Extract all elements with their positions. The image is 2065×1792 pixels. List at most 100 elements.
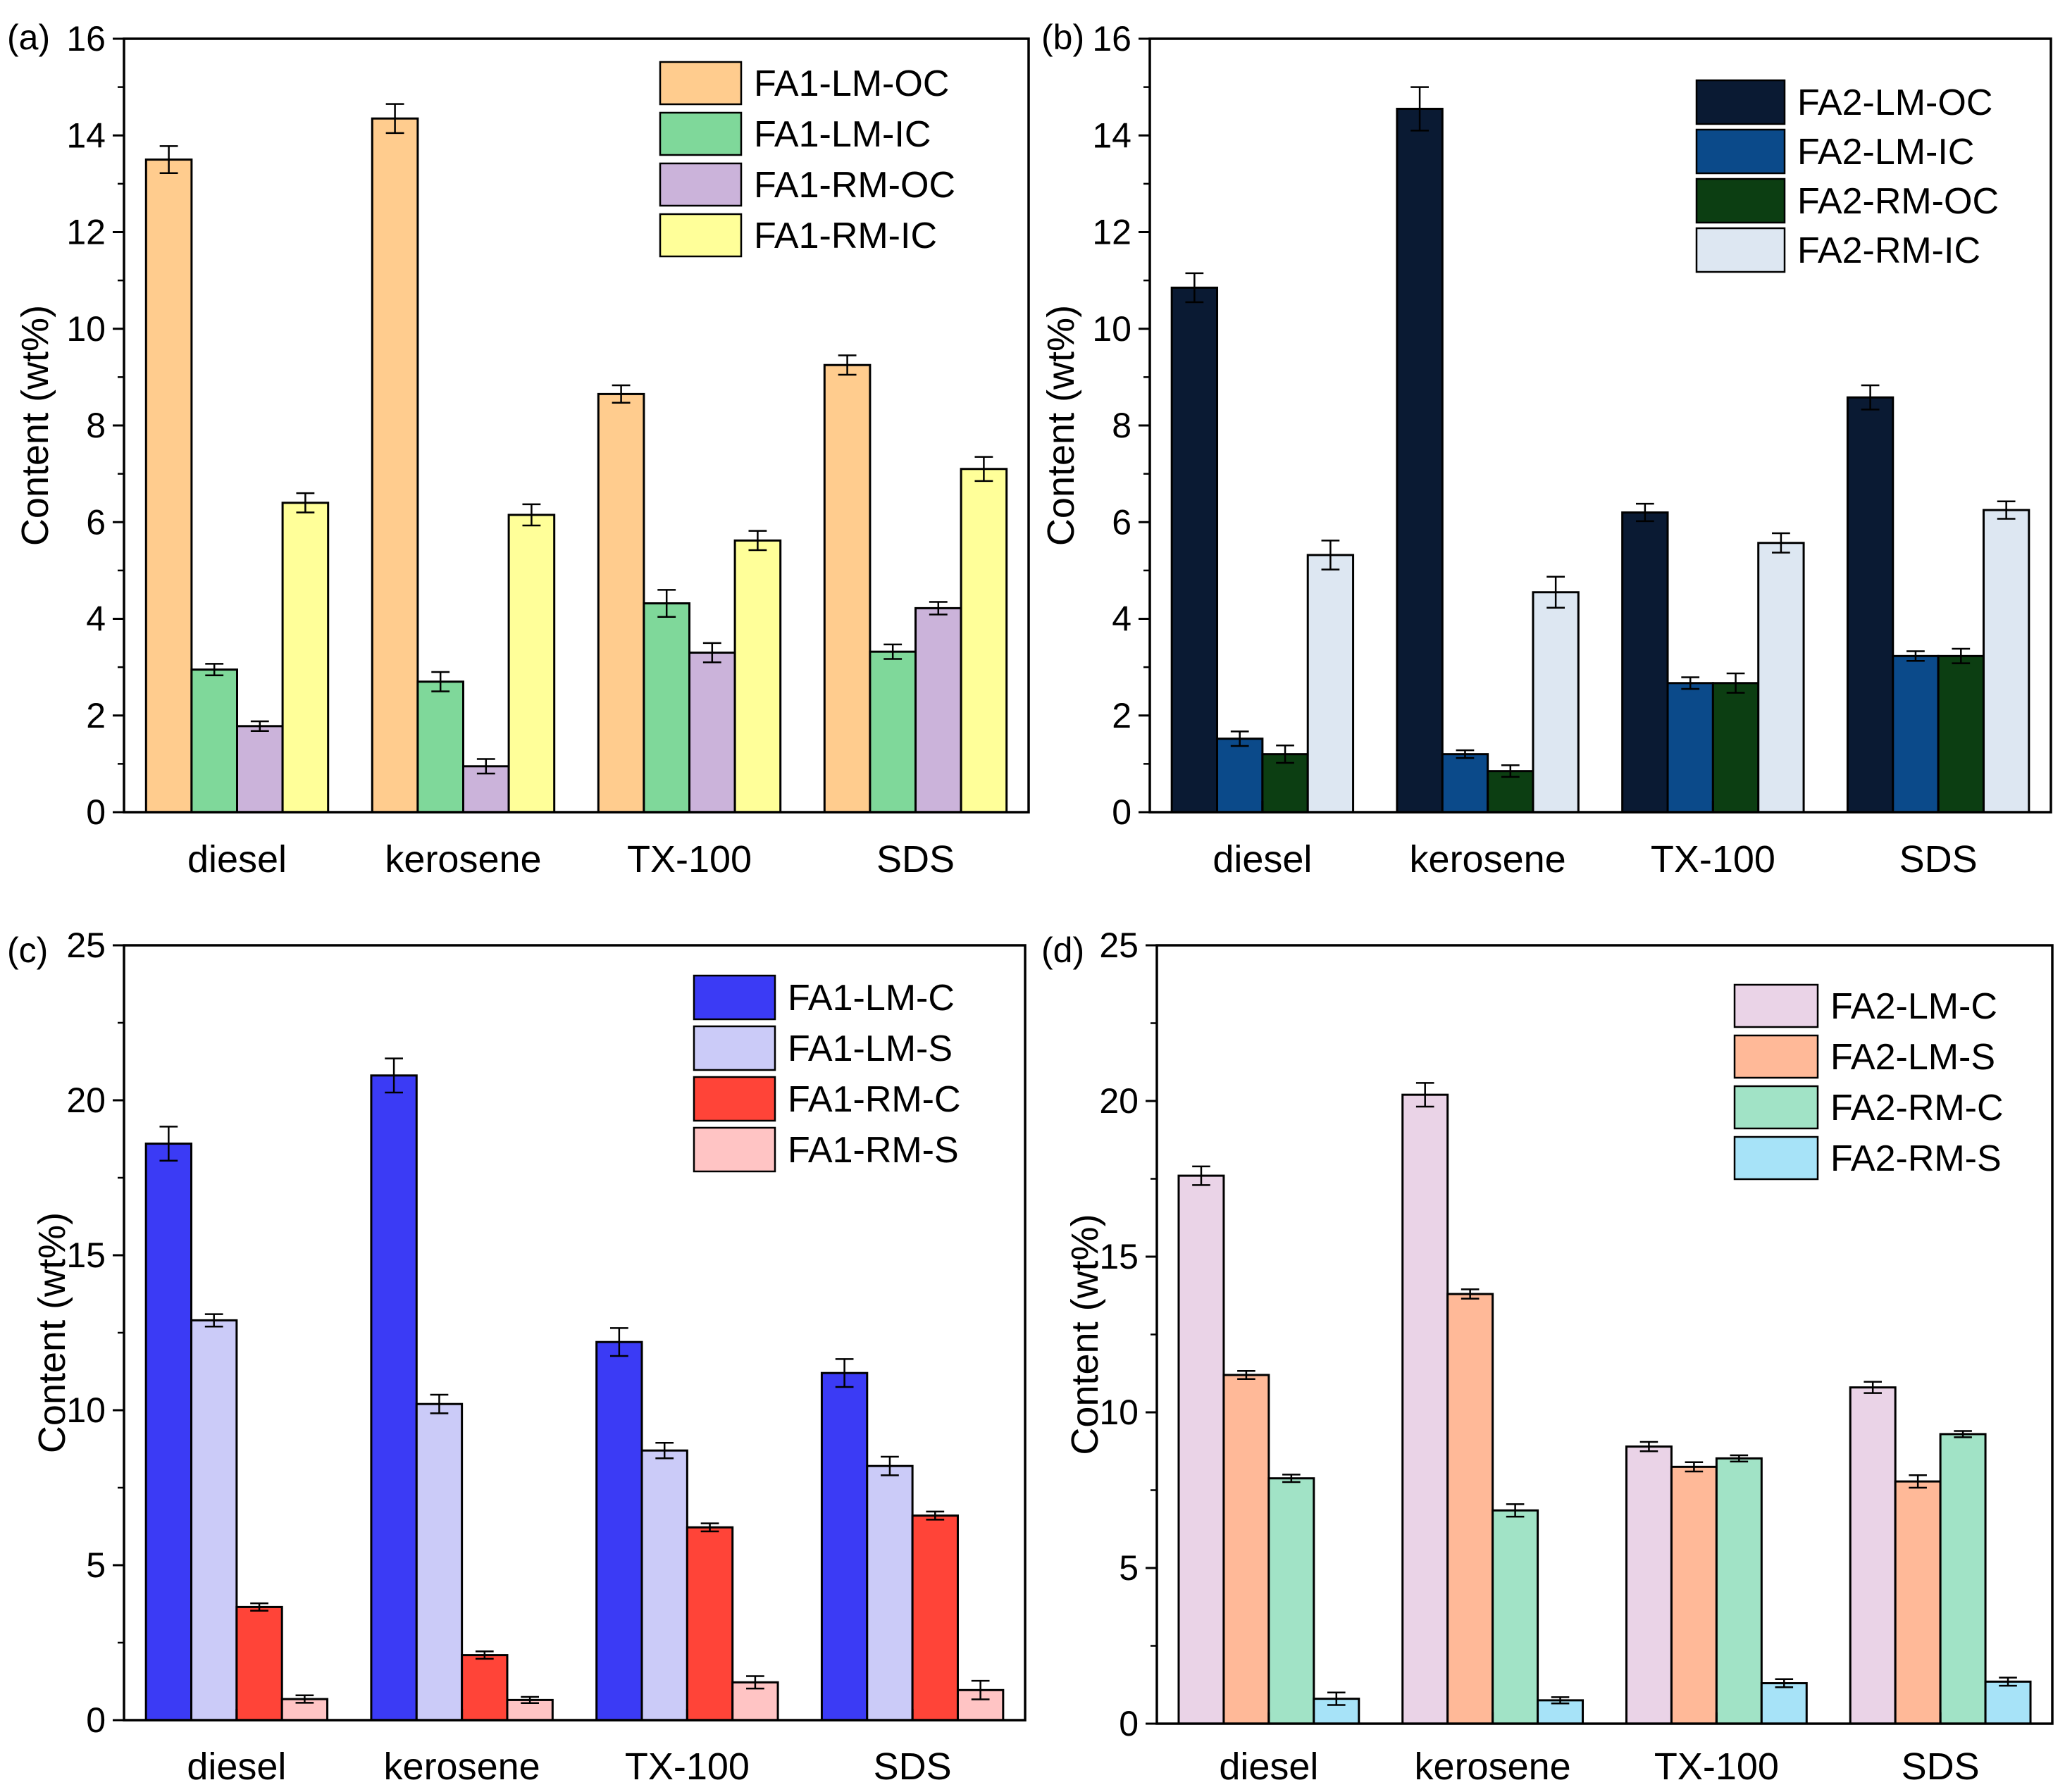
x-tick-label-a-kerosene: kerosene — [385, 838, 541, 881]
bar-b-FA2-LM-IC-diesel — [1216, 738, 1264, 814]
bar-d-FA2-RM-S-TX-100 — [1760, 1682, 1808, 1725]
y-tick-label-a-6: 6 — [86, 502, 106, 542]
bar-a-FA1-RM-OC-diesel — [236, 725, 284, 814]
legend-label-c-FA1-RM-S: FA1-RM-S — [788, 1130, 959, 1171]
y-tick-label-b-16: 16 — [1092, 19, 1131, 58]
bar-a-FA1-LM-OC-TX-100 — [597, 392, 645, 814]
legend-swatch-d-FA2-LM-C — [1733, 983, 1819, 1028]
legend-swatch-d-FA2-LM-S — [1733, 1034, 1819, 1079]
legend-label-a-FA1-LM-IC: FA1-LM-IC — [754, 114, 931, 155]
y-tick-label-a-12: 12 — [66, 213, 106, 252]
y-tick-label-d-5: 5 — [1119, 1548, 1139, 1588]
y-tick-label-c-20: 20 — [66, 1081, 106, 1120]
legend-swatch-d-FA2-RM-C — [1733, 1085, 1819, 1130]
legend-label-c-FA1-LM-C: FA1-LM-C — [788, 978, 955, 1019]
legend-label-a-FA1-LM-OC: FA1-LM-OC — [754, 63, 949, 104]
bar-d-FA2-RM-C-diesel — [1267, 1477, 1315, 1725]
bar-d-FA2-RM-C-TX-100 — [1715, 1457, 1763, 1725]
y-tick-label-d-25: 25 — [1099, 926, 1139, 965]
legend-swatch-a-FA1-LM-IC — [659, 111, 743, 156]
x-tick-label-a-TX-100: TX-100 — [627, 838, 752, 881]
legend-swatch-a-FA1-LM-OC — [659, 61, 743, 106]
legend-label-d-FA2-LM-S: FA2-LM-S — [1830, 1037, 1995, 1078]
y-tick-label-a-14: 14 — [66, 116, 106, 155]
y-axis-title-c: Content (wt%) — [31, 1212, 73, 1453]
bar-b-FA2-LM-OC-TX-100 — [1621, 511, 1669, 814]
bar-d-FA2-LM-S-kerosene — [1446, 1293, 1494, 1725]
x-tick-label-d-kerosene: kerosene — [1415, 1746, 1571, 1788]
panel-label-a: (a) — [7, 18, 50, 57]
bar-a-FA1-LM-OC-kerosene — [371, 117, 419, 814]
y-tick-label-d-10: 10 — [1099, 1393, 1139, 1432]
bar-b-FA2-RM-OC-SDS — [1937, 654, 1985, 814]
y-tick-label-d-0: 0 — [1119, 1704, 1139, 1743]
y-tick-label-c-15: 15 — [66, 1236, 106, 1275]
x-tick-label-b-kerosene: kerosene — [1410, 838, 1566, 881]
y-tick-label-a-8: 8 — [86, 406, 106, 445]
bar-b-FA2-LM-OC-kerosene — [1396, 108, 1444, 814]
bar-b-FA2-LM-IC-TX-100 — [1666, 682, 1714, 814]
legend-label-d-FA2-RM-C: FA2-RM-C — [1830, 1088, 2004, 1128]
x-tick-label-d-diesel: diesel — [1219, 1746, 1318, 1788]
bar-a-FA1-LM-OC-diesel — [144, 158, 193, 814]
y-tick-label-c-5: 5 — [86, 1545, 106, 1585]
bar-c-FA1-RM-C-diesel — [235, 1605, 283, 1722]
x-tick-label-d-TX-100: TX-100 — [1654, 1746, 1779, 1788]
legend-swatch-b-FA2-RM-IC — [1695, 227, 1786, 273]
bar-d-FA2-LM-S-diesel — [1222, 1374, 1270, 1725]
bar-b-FA2-RM-IC-kerosene — [1532, 591, 1580, 814]
y-tick-label-b-0: 0 — [1112, 792, 1131, 832]
legend-label-c-FA1-LM-S: FA1-LM-S — [788, 1028, 953, 1069]
bar-c-FA1-LM-S-TX-100 — [640, 1449, 688, 1722]
legend-swatch-c-FA1-LM-S — [693, 1025, 776, 1071]
bar-c-FA1-LM-C-TX-100 — [595, 1340, 643, 1722]
y-tick-label-b-8: 8 — [1112, 406, 1131, 445]
y-tick-label-a-10: 10 — [66, 309, 106, 349]
y-axis-title-a: Content (wt%) — [14, 305, 56, 546]
bar-c-FA1-RM-C-TX-100 — [686, 1526, 734, 1722]
bar-b-FA2-RM-IC-SDS — [1982, 509, 2030, 814]
x-tick-label-b-diesel: diesel — [1213, 838, 1312, 881]
chart-panel-c: diesel kerosene TX-100 SDS 0 5 10 15 20 25 Content… — [7, 926, 1027, 1788]
y-tick-label-b-12: 12 — [1092, 213, 1131, 252]
legend-label-b-FA2-RM-IC: FA2-RM-IC — [1797, 230, 1980, 271]
y-tick-label-c-25: 25 — [66, 926, 106, 965]
legend-label-a-FA1-RM-OC: FA1-RM-OC — [754, 165, 955, 206]
x-tick-label-b-TX-100: TX-100 — [1651, 838, 1775, 881]
x-tick-label-a-SDS: SDS — [876, 838, 955, 881]
chart-panel-d: diesel kerosene TX-100 SDS 0 5 10 15 20 25 Content… — [1041, 926, 2054, 1788]
legend-label-b-FA2-LM-IC: FA2-LM-IC — [1797, 132, 1974, 173]
y-tick-label-c-10: 10 — [66, 1390, 106, 1430]
x-tick-label-c-kerosene: kerosene — [384, 1746, 540, 1788]
bar-d-FA2-RM-C-SDS — [1939, 1433, 1987, 1725]
y-tick-label-a-0: 0 — [86, 792, 106, 832]
legend-swatch-c-FA1-RM-S — [693, 1126, 776, 1173]
bar-a-FA1-RM-OC-SDS — [914, 606, 962, 814]
x-tick-label-a-diesel: diesel — [187, 838, 287, 881]
bar-c-FA1-RM-C-kerosene — [461, 1654, 509, 1722]
bar-c-FA1-RM-C-SDS — [911, 1514, 959, 1722]
y-tick-label-b-2: 2 — [1112, 696, 1131, 735]
bar-b-FA2-LM-OC-SDS — [1846, 396, 1895, 814]
legend-swatch-a-FA1-RM-IC — [659, 213, 743, 258]
y-tick-label-b-4: 4 — [1112, 599, 1131, 639]
y-tick-label-b-14: 14 — [1092, 116, 1131, 155]
legend-label-d-FA2-LM-C: FA2-LM-C — [1830, 986, 1997, 1027]
bar-a-FA1-LM-IC-SDS — [869, 650, 917, 814]
y-tick-label-a-4: 4 — [86, 599, 106, 639]
legend-swatch-d-FA2-RM-S — [1733, 1135, 1819, 1181]
bar-a-FA1-RM-IC-TX-100 — [733, 539, 782, 814]
bar-b-FA2-LM-OC-diesel — [1170, 286, 1219, 814]
x-tick-label-d-SDS: SDS — [1902, 1746, 1980, 1788]
y-axis-title-b: Content (wt%) — [1040, 305, 1082, 546]
bar-c-FA1-LM-C-SDS — [820, 1371, 869, 1722]
legend-swatch-c-FA1-RM-C — [693, 1076, 776, 1122]
bar-d-FA2-LM-C-SDS — [1849, 1386, 1897, 1725]
bar-c-FA1-LM-C-diesel — [144, 1143, 193, 1722]
x-tick-label-b-SDS: SDS — [1899, 838, 1978, 881]
bar-b-FA2-RM-OC-TX-100 — [1711, 682, 1760, 814]
x-tick-label-c-SDS: SDS — [874, 1746, 952, 1788]
y-tick-label-a-16: 16 — [66, 19, 106, 58]
bar-a-FA1-LM-IC-diesel — [190, 668, 238, 814]
